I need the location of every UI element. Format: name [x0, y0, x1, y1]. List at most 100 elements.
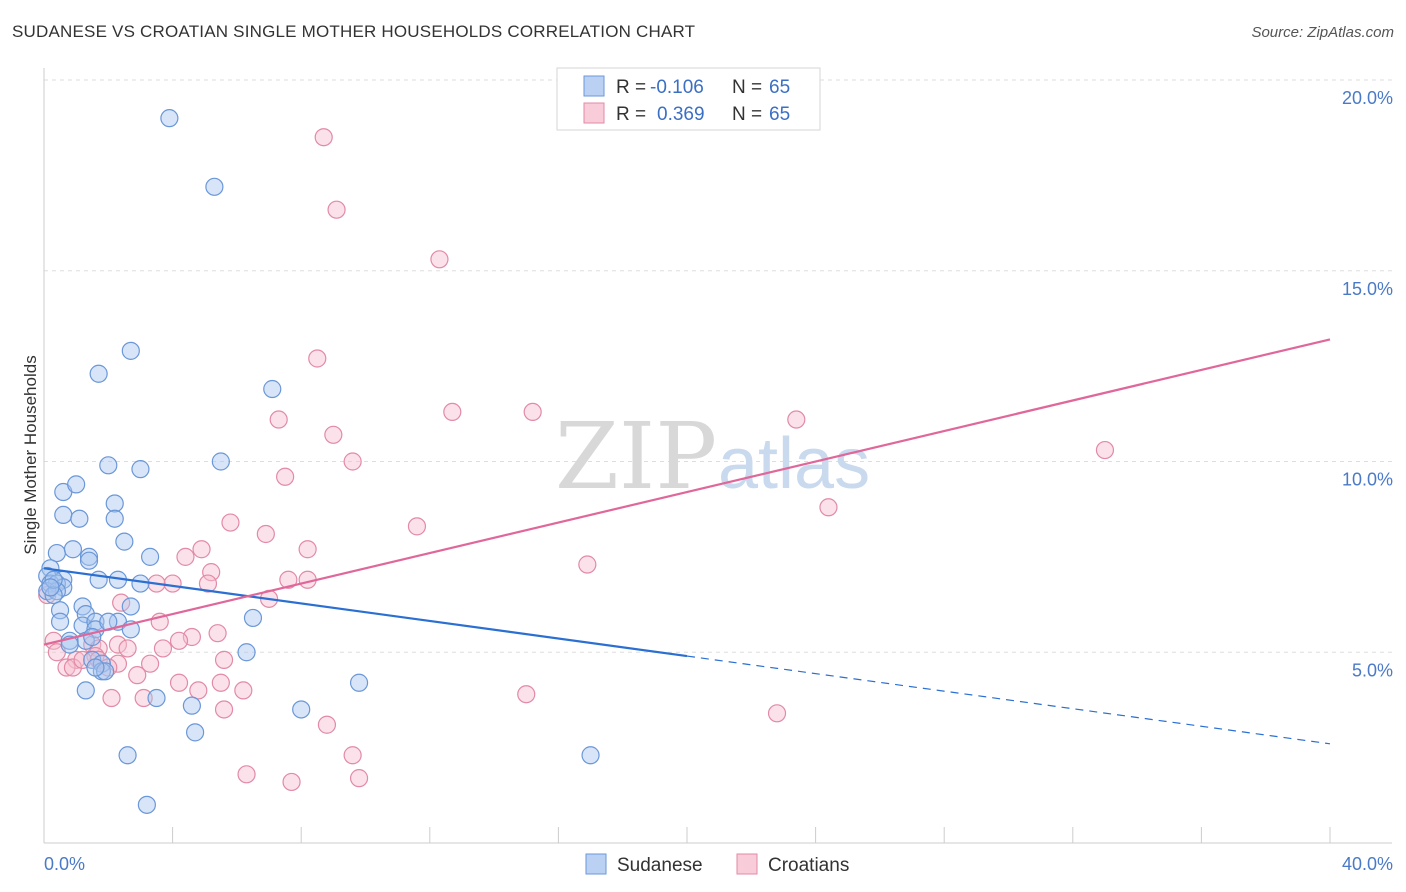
sudanese-point — [140, 547, 160, 566]
sudanese-point — [105, 494, 124, 513]
sudanese-point — [115, 532, 134, 551]
croatian-point — [327, 200, 346, 219]
croatian-point — [343, 746, 362, 765]
sudanese-point — [95, 662, 115, 681]
croatian-point — [63, 658, 83, 677]
croatian-point — [153, 639, 173, 658]
sudanese-point — [147, 688, 166, 708]
croatian-point — [140, 654, 160, 673]
legend-n-value-sudanese: 65 — [769, 77, 790, 98]
sudanese-point — [131, 574, 150, 593]
sudanese-trend-extension — [686, 655, 1331, 745]
sudanese-point — [41, 578, 60, 597]
croatian-point — [214, 700, 234, 719]
chart-title: SUDANESE VS CROATIAN SINGLE MOTHER HOUSE… — [12, 22, 696, 41]
croatian-point — [234, 681, 253, 700]
legend-r-label-sudanese: R = — [616, 77, 646, 98]
sudanese-point — [182, 696, 201, 715]
series-legend: Sudanese Croatians — [585, 853, 849, 876]
sudanese-point — [76, 604, 95, 624]
sudanese-point — [70, 509, 89, 528]
croatian-point — [298, 540, 317, 559]
croatian-point — [1095, 440, 1115, 460]
legend-swatch-sudanese — [583, 75, 605, 97]
sudanese-point — [349, 673, 369, 692]
legend-r-label-croatian: R = — [616, 104, 646, 125]
croatian-point — [282, 772, 301, 792]
sudanese-point — [186, 723, 205, 742]
sudanese-point — [243, 608, 263, 628]
sudanese-point — [89, 570, 108, 589]
croatian-point — [349, 769, 369, 788]
sudanese-point — [76, 681, 95, 700]
croatian-trend-line — [43, 338, 1331, 646]
legend-swatch-sudanese-bottom — [585, 853, 607, 875]
watermark-zip: ZIP — [555, 403, 717, 510]
croatian-point — [169, 631, 189, 650]
sudanese-point — [54, 505, 73, 525]
croatian-point — [237, 765, 256, 784]
sudanese-point — [86, 612, 105, 631]
sudanese-point — [292, 700, 311, 719]
legend-n-label-sudanese: N = — [732, 77, 762, 98]
croatian-point — [169, 673, 189, 692]
sudanese-point — [67, 475, 86, 494]
croatian-point — [407, 517, 427, 536]
y-tick-label: 10.0% — [1342, 470, 1393, 490]
watermark-atlas: atlas — [718, 424, 870, 504]
sudanese-point — [160, 109, 179, 128]
croatian-point — [256, 524, 275, 544]
watermark: ZIP atlas — [555, 403, 870, 510]
croatian-point — [112, 593, 131, 612]
legend-n-label-croatian: N = — [732, 104, 762, 125]
croatian-point — [308, 349, 327, 368]
sudanese-trend-line — [43, 567, 688, 658]
croatian-point — [102, 688, 121, 708]
croatian-point — [430, 250, 449, 269]
croatian-point — [192, 540, 211, 559]
sudanese-point — [86, 658, 105, 677]
sudanese-point — [131, 460, 150, 479]
legend-label-croatian: Croatians — [768, 855, 849, 876]
sudanese-point — [50, 612, 70, 631]
sudanese-point — [47, 543, 66, 563]
croatian-point — [202, 563, 221, 582]
croatian-point — [57, 658, 76, 677]
axes — [43, 68, 1392, 844]
legend-r-value-croatian: 0.369 — [657, 104, 705, 125]
sudanese-point — [79, 551, 99, 570]
croatian-point — [819, 498, 838, 517]
sudanese-point — [99, 456, 118, 475]
croatian-point — [578, 555, 597, 574]
croatian-point — [211, 673, 230, 692]
y-tick-label: 5.0% — [1352, 660, 1393, 680]
croatian-point — [118, 639, 137, 658]
croatian-point — [517, 685, 536, 704]
trend-lines — [43, 338, 1331, 745]
croatian-point — [343, 452, 362, 471]
croatian-point — [208, 624, 227, 643]
legend-r-value-sudanese: -0.106 — [650, 77, 704, 98]
croatian-point — [269, 410, 288, 429]
croatian-point — [279, 570, 298, 589]
sudanese-point — [79, 547, 99, 566]
y-axis-label: Single Mother Households — [21, 355, 40, 554]
croatian-point — [324, 425, 343, 444]
sudanese-point — [118, 746, 137, 765]
croatian-point — [176, 547, 195, 566]
croatian-point — [787, 410, 806, 429]
croatian-point — [523, 402, 542, 422]
croatian-point — [134, 688, 153, 708]
correlation-legend: R = -0.106 N = 65 R = 0.369 N = 65 — [556, 67, 821, 131]
sudanese-point — [137, 795, 156, 814]
x-tick-label: 0.0% — [44, 854, 85, 874]
sudanese-point — [121, 341, 140, 360]
legend-label-sudanese: Sudanese — [617, 855, 703, 876]
sudanese-point — [205, 177, 224, 196]
legend-swatch-croatian — [583, 102, 605, 124]
grid-lines — [44, 79, 1392, 653]
legend-n-value-croatian: 65 — [769, 104, 790, 125]
croatian-point — [163, 574, 182, 593]
sudanese-point — [63, 540, 83, 559]
croatian-point — [314, 128, 333, 147]
